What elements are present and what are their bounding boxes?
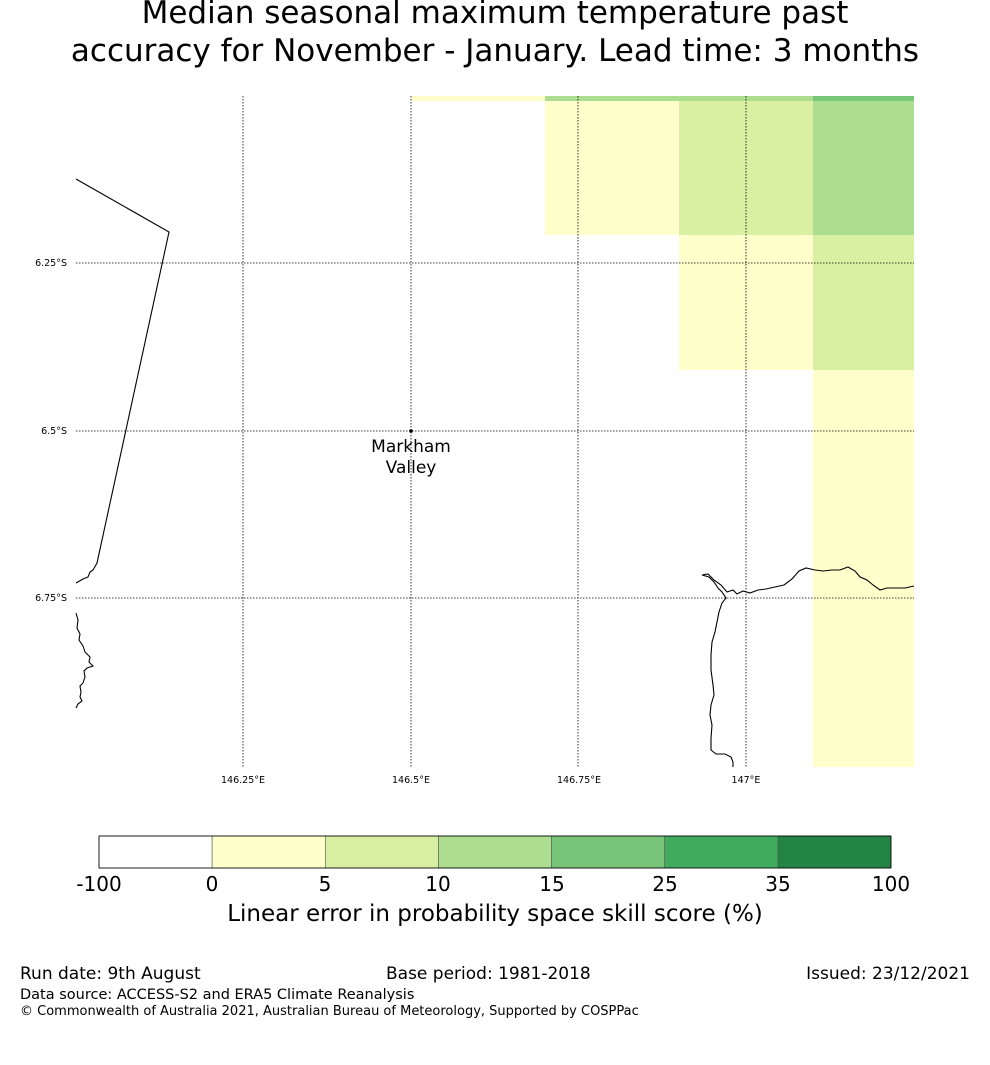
colorbar-segment — [664, 835, 779, 869]
location-label-line-1: Markham — [371, 437, 451, 457]
longitude-label: 147°E — [732, 775, 761, 786]
grid-cell — [412, 96, 545, 101]
latitude-label: 6.5°S — [41, 426, 67, 437]
grid-cell — [679, 96, 813, 101]
colorbar-tick-label: 5 — [318, 872, 332, 896]
map-title: Median seasonal maximum temperature past… — [0, 0, 990, 70]
grid-cell — [813, 101, 914, 235]
colorbar-segment — [98, 835, 213, 869]
copyright-notice: © Commonwealth of Australia 2021, Austra… — [20, 1004, 639, 1019]
grid-cell — [679, 235, 813, 370]
colorbar — [98, 835, 892, 869]
colorbar-tick-label: -100 — [76, 872, 122, 896]
skill-grid — [412, 96, 914, 767]
colorbar-segment — [551, 835, 666, 869]
colorbar-segment — [438, 835, 552, 869]
grid-cell — [813, 235, 914, 370]
longitude-label: 146.25°E — [221, 775, 265, 786]
location-marker — [409, 429, 413, 433]
coastline — [75, 178, 915, 767]
colorbar-tick-label: 15 — [539, 872, 565, 896]
base-period: Base period: 1981-2018 — [386, 964, 591, 984]
grid-cell — [545, 96, 679, 101]
coastline-northeast — [701, 566, 915, 595]
colorbar-segment — [777, 835, 892, 869]
coastline-southwest — [75, 612, 95, 709]
title-line-1: Median seasonal maximum temperature past — [141, 0, 849, 31]
colorbar-tick-label: 10 — [425, 872, 451, 896]
colorbar-segment — [324, 835, 439, 869]
grid-cell — [545, 101, 679, 235]
colorbar-title: Linear error in probability space skill … — [227, 901, 763, 927]
colorbar-border — [98, 835, 892, 869]
colorbar-tick-label: 0 — [205, 872, 219, 896]
colorbar-tick-label: 25 — [652, 872, 678, 896]
coastline-east — [701, 574, 734, 767]
colorbar-segment — [211, 835, 326, 869]
graticule — [76, 96, 914, 767]
latitude-label: 6.75°S — [35, 593, 67, 604]
grid-cell — [813, 96, 914, 101]
colorbar-tick-label: 100 — [871, 872, 911, 896]
run-date: Run date: 9th August — [20, 964, 201, 984]
latitude-label: 6.25°S — [35, 258, 67, 269]
title-line-2: accuracy for November - January. Lead ti… — [70, 33, 920, 69]
issued-date: Issued: 23/12/2021 — [806, 964, 970, 984]
longitude-label: 146.75°E — [557, 775, 601, 786]
data-source: Data source: ACCESS-S2 and ERA5 Climate … — [20, 987, 415, 1003]
grid-cell — [813, 370, 914, 767]
coastline-west — [75, 178, 170, 584]
longitude-label: 146.5°E — [392, 775, 430, 786]
colorbar-tick-label: 35 — [765, 872, 791, 896]
location-label-line-2: Valley — [386, 458, 437, 478]
